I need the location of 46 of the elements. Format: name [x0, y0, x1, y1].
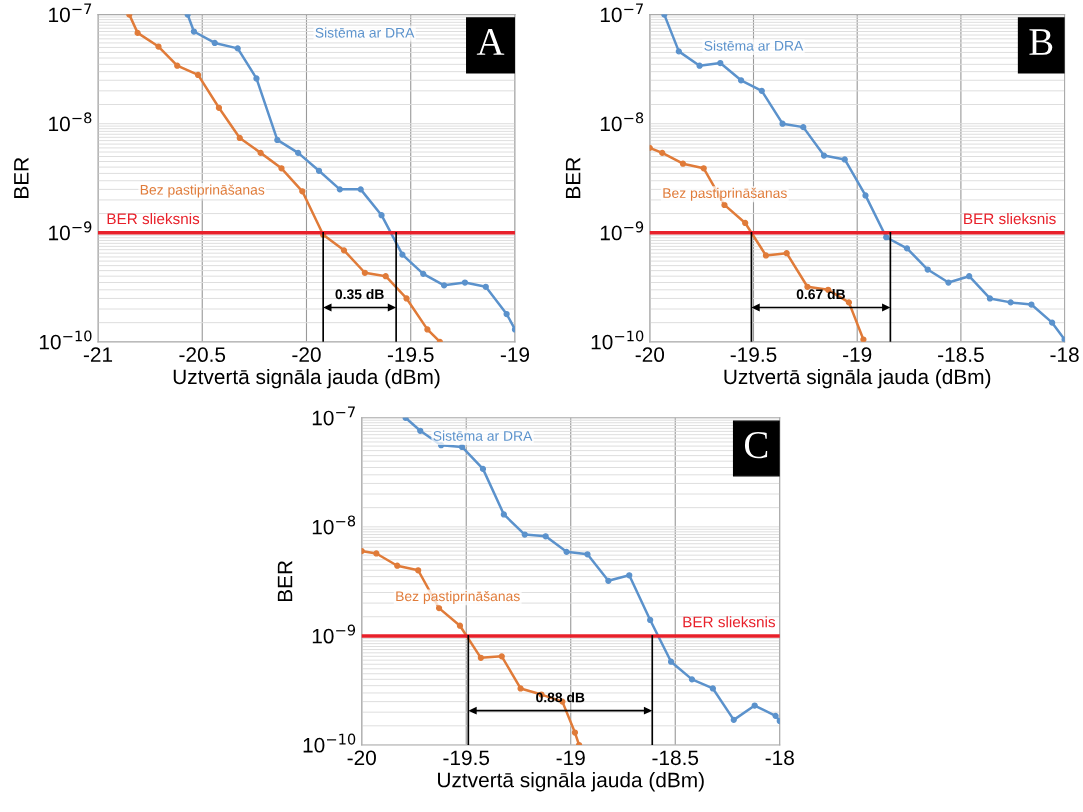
y-tick-label: 10$^{−8}$	[312, 515, 356, 535]
text: Sistēma ar DRA	[315, 27, 415, 38]
series-label: Bez pastiprināšanas	[663, 187, 787, 201]
y-tick-label: 10$^{−8}$	[49, 112, 92, 132]
y-tick-label: 10$^{−10}$	[591, 330, 644, 350]
x-axis-title: Uztvertā signāla jauda (dBm)	[724, 368, 991, 389]
x-tick-label: -18	[1050, 347, 1079, 363]
series-label: Bez pastiprināšanas	[140, 184, 265, 198]
x-tick-label: -21	[83, 347, 113, 362]
y-axis-title: BER	[565, 157, 581, 198]
y-tick-label: 10$^{−7}$	[312, 406, 355, 426]
x-tick-label: -20	[292, 347, 321, 363]
x-tick-label: -19	[500, 347, 530, 363]
x-tick-label: -19.5	[730, 347, 777, 363]
x-tick-label: -20	[635, 347, 665, 363]
y-axis-title: BER	[14, 157, 29, 198]
annotation: C	[744, 432, 768, 459]
y-tick-label: 10$^{−7}$	[49, 3, 92, 23]
y-tick-label: 10$^{−8}$	[600, 112, 644, 132]
y-tick-label: 10$^{−10}$	[303, 733, 356, 753]
x-axis-title: Uztvertā signāla jauda (dBm)	[173, 368, 440, 389]
ref-line-label: BER slieksnis	[683, 616, 776, 628]
series-label: Bez pastiprināšanas	[396, 590, 520, 604]
x-tick-label: -18.5	[938, 347, 984, 363]
y-tick-label: 10$^{−9}$	[600, 221, 644, 241]
y-tick-label: 10$^{−10}$	[39, 330, 92, 350]
ref-line-label: BER slieksnis	[964, 212, 1056, 225]
x-tick-label: -19	[556, 750, 585, 766]
y-axis-title: BER	[277, 560, 293, 602]
y-tick-label: 10$^{−9}$	[312, 624, 356, 644]
annotation: A	[476, 29, 505, 55]
ref-line-label: BER slieksnis	[107, 212, 200, 225]
x-tick-label: -20.5	[179, 347, 226, 363]
annotation: B	[1029, 29, 1053, 55]
x-tick-label: -20	[347, 750, 376, 766]
y-tick-label: 10$^{−9}$	[49, 221, 92, 241]
series-label: Sistēma ar DRA	[433, 430, 533, 441]
x-tick-label: -18	[765, 750, 794, 766]
x-tick-label: -19.5	[387, 347, 434, 363]
annotation: 0.35 dB	[335, 288, 384, 300]
series-label: Sistēma ar DRA	[704, 40, 804, 51]
x-tick-label: -18.5	[652, 750, 699, 766]
x-tick-label: -19	[843, 347, 872, 363]
x-axis-title: Uztvertā signāla jauda (dBm)	[438, 772, 704, 792]
x-tick-label: -19.5	[443, 750, 490, 766]
y-tick-label: 10$^{−7}$	[600, 3, 643, 23]
